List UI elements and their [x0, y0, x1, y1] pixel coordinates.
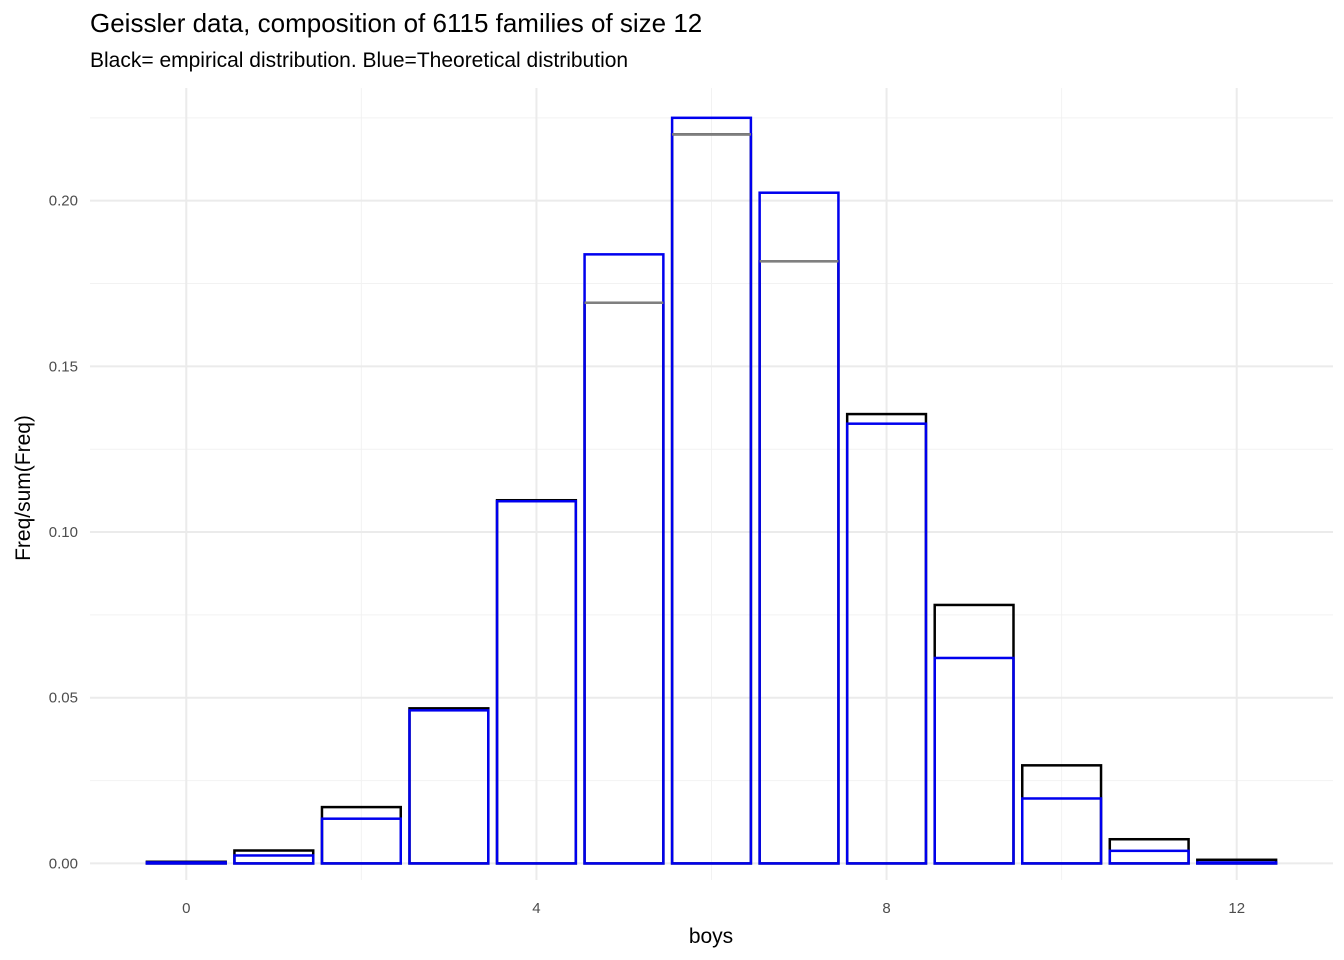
y-tick-label: 0.00 — [49, 855, 78, 872]
x-tick-label: 12 — [1228, 900, 1245, 917]
empirical-bar — [233, 849, 315, 865]
chart-subtitle: Black= empirical distribution. Blue=Theo… — [90, 49, 629, 72]
theoretical-bar — [233, 854, 315, 865]
y-tick-label: 0.05 — [49, 690, 78, 707]
x-axis-ticks: 0 4 8 12 — [182, 900, 1245, 917]
theoretical-bars — [145, 116, 1278, 865]
theoretical-bar — [670, 116, 753, 865]
x-tick-label: 4 — [532, 900, 540, 917]
x-tick-label: 8 — [882, 900, 890, 917]
theoretical-bar — [583, 253, 665, 865]
y-axis-title: Freq/sum(Freq) — [12, 415, 35, 561]
y-axis-ticks: 0.00 0.05 0.10 0.15 0.20 — [49, 193, 78, 873]
theoretical-bar — [758, 191, 840, 865]
empirical-bar — [758, 260, 840, 865]
x-tick-label: 0 — [182, 900, 190, 917]
theoretical-bar — [845, 422, 928, 865]
theoretical-bar — [320, 817, 403, 865]
theoretical-bar — [495, 499, 578, 865]
theoretical-bar — [408, 709, 490, 865]
y-tick-label: 0.15 — [49, 358, 78, 375]
theoretical-bar — [1196, 861, 1278, 865]
minor-gridlines — [90, 88, 1333, 880]
y-tick-label: 0.20 — [49, 193, 78, 210]
theoretical-bar — [1108, 849, 1190, 865]
empirical-bar — [583, 301, 665, 865]
empirical-bar — [408, 707, 490, 865]
y-tick-label: 0.10 — [49, 524, 78, 541]
empirical-bar — [933, 603, 1015, 865]
chart-title: Geissler data, composition of 6115 famil… — [90, 8, 703, 38]
theoretical-bar — [1021, 797, 1103, 865]
theoretical-bar — [145, 861, 227, 865]
theoretical-bar — [933, 656, 1015, 865]
x-axis-title: boys — [689, 925, 733, 948]
